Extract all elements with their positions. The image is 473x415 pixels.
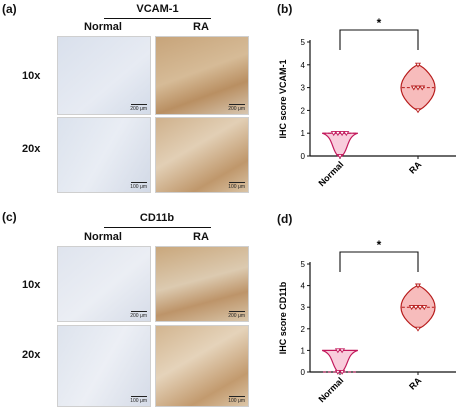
micrograph-cd11b-normal-10x: 200 μm	[57, 246, 151, 322]
panel-c-col-ra: RA	[193, 231, 209, 243]
violin-normal	[321, 132, 359, 157]
violin-chart-cd11b: IHC score CD11b 0 1 2 3 4 5 Normal RA *	[278, 238, 456, 404]
significance-bracket	[339, 29, 419, 50]
scale-bar: 200 μm	[130, 104, 147, 112]
panel-c-col-normal: Normal	[84, 231, 122, 243]
y-tick-label: 4	[301, 282, 306, 291]
data-point	[412, 305, 419, 311]
data-point	[339, 369, 346, 375]
data-point	[414, 108, 422, 114]
x-tick-label: RA	[407, 375, 424, 392]
data-point	[419, 85, 426, 91]
data-point	[334, 131, 341, 137]
significance-star: *	[377, 238, 382, 252]
data-point	[421, 305, 428, 311]
y-tick-label: 5	[301, 38, 306, 47]
data-point	[334, 369, 341, 375]
micrograph-cd11b-ra-10x: 200 μm	[155, 246, 249, 322]
panel-c-letter: (c)	[2, 210, 17, 224]
y-tick-label: 4	[301, 61, 306, 70]
data-point	[334, 348, 341, 354]
violin-normal	[321, 349, 359, 373]
y-tick-label: 1	[301, 129, 306, 138]
panel-c-marker-rule	[104, 227, 211, 228]
scale-bar: 100 μm	[228, 182, 245, 190]
y-tick-label: 3	[301, 84, 306, 93]
micrograph-vcam1-normal-20x: 100 μm	[57, 117, 151, 193]
y-tick-label: 1	[301, 346, 306, 355]
significance-bracket	[339, 251, 419, 272]
scale-bar: 100 μm	[228, 396, 245, 404]
x-tick-label: Normal	[316, 375, 345, 404]
micrograph-vcam1-ra-10x: 200 μm	[155, 36, 249, 115]
panel-a-row-20x: 20x	[22, 143, 41, 155]
panel-a-letter: (a)	[2, 2, 17, 16]
panel-c-row-20x: 20x	[22, 349, 41, 361]
panel-a-row-10x: 10x	[22, 70, 41, 82]
scale-bar: 100 μm	[130, 182, 147, 190]
data-point	[336, 153, 344, 159]
panel-c-marker-title: CD11b	[139, 212, 175, 224]
panel-d-letter: (d)	[277, 212, 293, 226]
y-tick-label: 2	[301, 106, 306, 115]
panel-a-marker-rule	[104, 18, 211, 19]
data-point	[414, 62, 422, 68]
scale-bar: 200 μm	[228, 311, 245, 319]
micrograph-cd11b-normal-20x: 100 μm	[57, 325, 151, 407]
scale-bar: 200 μm	[130, 311, 147, 319]
y-axis-label: IHC score CD11b	[278, 281, 288, 354]
y-tick-label: 0	[301, 152, 306, 161]
data-point	[414, 326, 422, 332]
x-tick-label: Normal	[316, 159, 345, 188]
significance-star: *	[377, 16, 382, 30]
scale-bar: 100 μm	[130, 396, 147, 404]
y-axis-label: IHC score VCAM-1	[278, 59, 288, 138]
micrograph-vcam1-normal-10x: 200 μm	[57, 36, 151, 115]
micrograph-vcam1-ra-20x: 100 μm	[155, 117, 249, 193]
data-point	[410, 85, 417, 91]
y-tick-label: 0	[301, 368, 306, 377]
data-point	[339, 131, 346, 137]
data-point	[417, 305, 424, 311]
panel-b-letter: (b)	[277, 2, 293, 16]
data-point	[343, 131, 350, 137]
panel-a-col-normal: Normal	[84, 21, 122, 33]
panel-a-marker-title: VCAM-1	[136, 3, 179, 15]
data-point	[330, 131, 337, 137]
x-tick-label: RA	[407, 159, 424, 176]
y-tick-label: 3	[301, 303, 306, 312]
data-point	[414, 85, 422, 91]
y-tick-label: 2	[301, 325, 306, 334]
panel-a-col-ra: RA	[193, 21, 209, 33]
y-tick-label: 5	[301, 260, 306, 269]
panel-c-row-10x: 10x	[22, 279, 41, 291]
scale-bar: 200 μm	[228, 104, 245, 112]
micrograph-cd11b-ra-20x: 100 μm	[155, 325, 249, 407]
violin-chart-vcam1: IHC score VCAM-1 0 1 2 3 4 5 Normal RA *	[278, 16, 456, 188]
data-point	[408, 305, 415, 311]
data-point	[339, 348, 346, 354]
data-point	[414, 283, 422, 289]
